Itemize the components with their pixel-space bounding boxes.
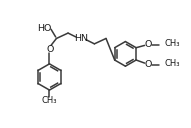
Text: CH₃: CH₃ — [42, 96, 57, 105]
Text: O: O — [47, 45, 54, 54]
Text: O: O — [145, 40, 152, 49]
Text: HO: HO — [38, 24, 52, 33]
Text: O: O — [145, 60, 152, 69]
Text: HN: HN — [74, 34, 88, 43]
Text: CH₃: CH₃ — [164, 39, 180, 48]
Text: CH₃: CH₃ — [164, 59, 180, 68]
